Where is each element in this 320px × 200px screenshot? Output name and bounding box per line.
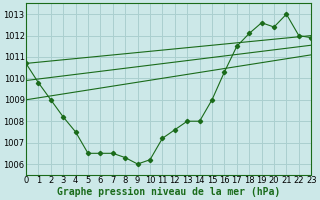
X-axis label: Graphe pression niveau de la mer (hPa): Graphe pression niveau de la mer (hPa) — [57, 186, 280, 197]
